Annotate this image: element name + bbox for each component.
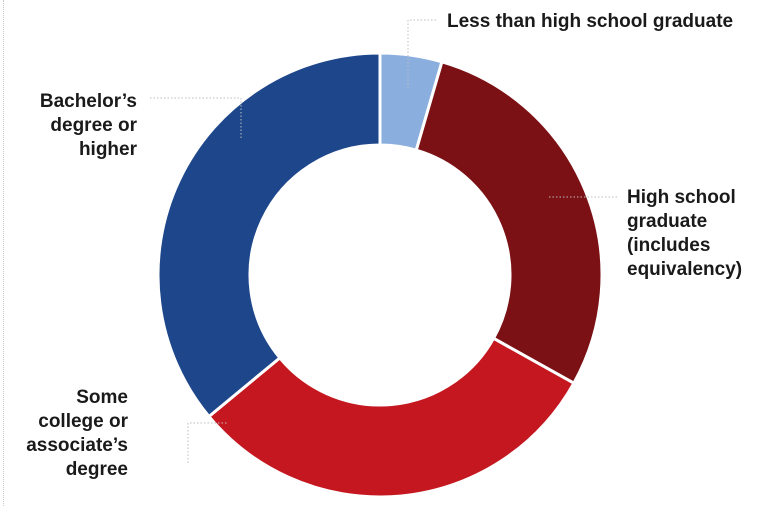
leader-line-some-college (187, 422, 228, 463)
leader-lines (150, 19, 619, 463)
slice-labels: Less than high school graduate High schoo… (26, 11, 742, 480)
leader-line-bachelors-or-higher (150, 97, 242, 138)
slices (156, 51, 604, 499)
left-divider (3, 0, 4, 506)
label-some-college: Some college or associate’s degree (26, 387, 128, 480)
slice-high-school-graduate (414, 60, 604, 385)
label-less-than-high-school: Less than high school graduate (447, 11, 733, 32)
leader-line-less-than-high-school (407, 19, 438, 88)
slice-bachelors-or-higher (156, 51, 382, 419)
slice-some-college (207, 336, 576, 499)
label-high-school-graduate: High school graduate (includes equivalency) (627, 187, 742, 280)
label-bachelors-or-higher: Bachelor’s degree or higher (40, 91, 138, 160)
